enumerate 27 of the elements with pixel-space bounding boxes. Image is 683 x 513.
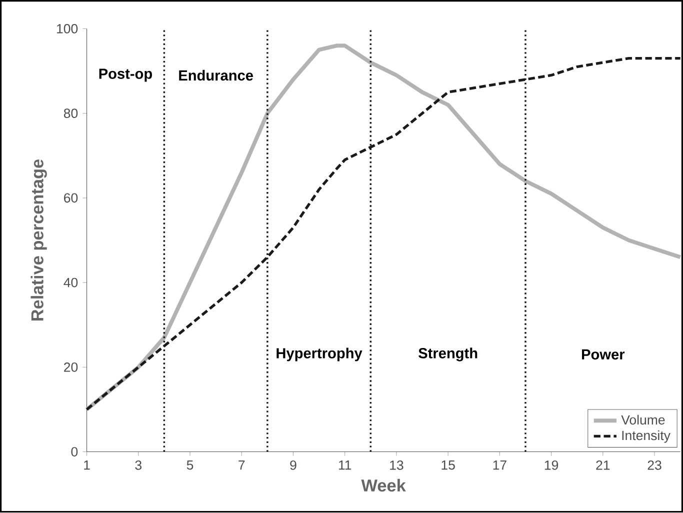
x-tick-label: 17 [493, 460, 506, 470]
annotation: Strength [418, 348, 478, 362]
y-tick-label: 20 [64, 362, 78, 372]
x-tick-label: 13 [390, 460, 404, 470]
y-tick-label: 0 [71, 447, 78, 457]
x-axis-title: Week [361, 479, 406, 492]
annotation: Post-op [99, 68, 152, 82]
y-tick-label: 40 [64, 278, 78, 288]
x-tick-label: 15 [442, 460, 455, 470]
legend-label: Intensity [622, 430, 670, 443]
annotation: Power [582, 350, 625, 360]
x-tick-label: 1 [84, 460, 90, 470]
y-tick-label: 60 [64, 193, 78, 203]
x-tick-label: 11 [338, 460, 352, 470]
y-tick-label: 80 [64, 108, 78, 118]
y-tick-label: 100 [57, 24, 78, 34]
x-tick-label: 23 [648, 460, 662, 470]
annotation: Endurance [179, 70, 253, 81]
y-axis-title: Relative percentage [30, 160, 47, 321]
legend-label: Volume [621, 415, 665, 425]
x-tick-label: 9 [290, 460, 296, 470]
x-tick-label: 21 [596, 460, 610, 470]
x-tick-label: 5 [186, 460, 194, 470]
x-tick-label: 7 [238, 460, 245, 470]
x-tick-label: 3 [135, 460, 142, 470]
x-tick-label: 19 [544, 460, 558, 470]
annotation: Hypertrophy [276, 348, 362, 362]
